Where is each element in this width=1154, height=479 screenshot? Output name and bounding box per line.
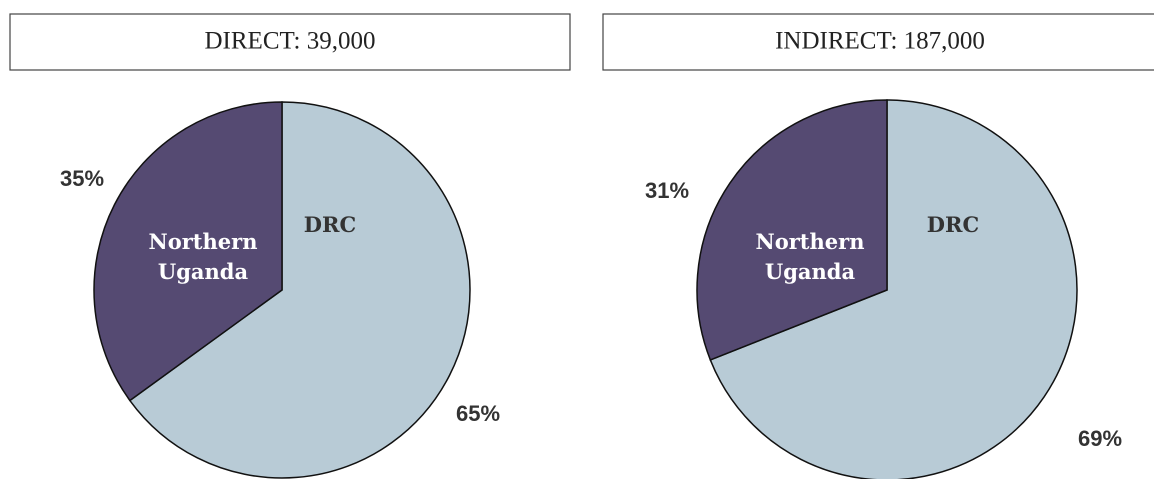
slice-label: Northern Uganda [148,229,258,285]
title-box [602,13,1154,71]
percent-label: 65% [456,401,500,426]
chart-title: INDIRECT: 187,000 [775,28,985,55]
slice-label-box: Northern Uganda [755,229,865,285]
percent-label: 35% [60,166,104,191]
slice-label: DRC [303,212,357,237]
chart-title: DIRECT: 39,000 [205,28,376,55]
pie-slice [709,99,1078,479]
percent-label: 31% [645,178,689,203]
pie-slice [696,99,888,361]
slice-label-box: Northern Uganda [148,229,258,285]
slice-label: DRC [926,212,980,237]
pie-slice [128,101,471,479]
slice-label: Northern Uganda [755,229,865,285]
percent-label: 69% [1078,426,1122,451]
pie-slice [93,101,283,402]
slice-label-box: DRC [303,212,357,237]
slice-label-box: DRC [926,212,980,237]
title-box [9,13,571,71]
